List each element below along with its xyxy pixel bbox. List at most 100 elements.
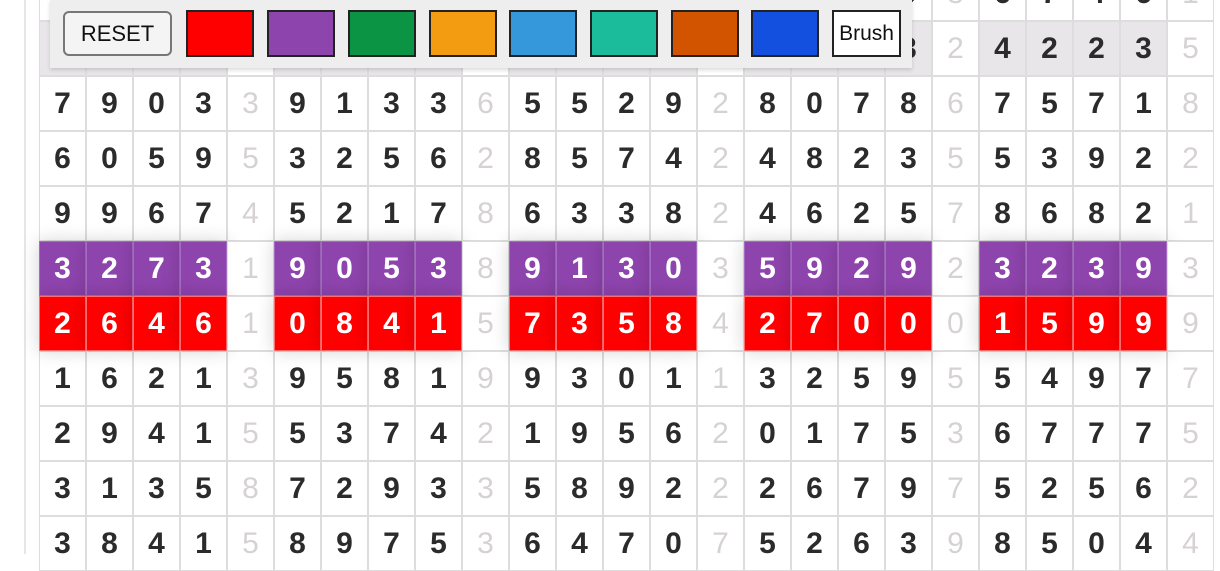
- separator-digit-cell[interactable]: 7: [932, 461, 979, 516]
- digit-cell[interactable]: 8: [650, 186, 697, 241]
- digit-cell[interactable]: 4: [368, 296, 415, 351]
- separator-digit-cell[interactable]: 0: [932, 296, 979, 351]
- digit-cell[interactable]: 6: [86, 351, 133, 406]
- color-swatch-red[interactable]: [186, 10, 254, 57]
- digit-cell[interactable]: 0: [885, 296, 932, 351]
- reset-button[interactable]: RESET: [63, 11, 172, 56]
- digit-cell[interactable]: 2: [321, 131, 368, 186]
- separator-digit-cell[interactable]: 3: [1167, 241, 1214, 296]
- digit-cell[interactable]: 3: [180, 76, 227, 131]
- digit-cell[interactable]: 9: [1120, 241, 1167, 296]
- digit-cell[interactable]: 5: [556, 131, 603, 186]
- digit-cell[interactable]: 5: [415, 516, 462, 571]
- digit-cell[interactable]: 9: [274, 241, 321, 296]
- digit-cell[interactable]: 7: [791, 296, 838, 351]
- digit-cell[interactable]: 3: [1073, 241, 1120, 296]
- digit-cell[interactable]: 2: [1026, 461, 1073, 516]
- digit-cell[interactable]: 7: [180, 186, 227, 241]
- digit-cell[interactable]: 9: [791, 241, 838, 296]
- digit-cell[interactable]: 2: [1073, 21, 1120, 76]
- digit-cell[interactable]: 3: [885, 516, 932, 571]
- digit-cell[interactable]: 8: [321, 296, 368, 351]
- digit-cell[interactable]: 2: [1026, 241, 1073, 296]
- digit-cell[interactable]: 2: [1120, 131, 1167, 186]
- digit-cell[interactable]: 3: [39, 241, 86, 296]
- digit-cell[interactable]: 1: [415, 296, 462, 351]
- digit-cell[interactable]: 7: [838, 461, 885, 516]
- digit-cell[interactable]: 4: [133, 516, 180, 571]
- separator-digit-cell[interactable]: 6: [462, 76, 509, 131]
- digit-cell[interactable]: 3: [368, 76, 415, 131]
- digit-cell[interactable]: 2: [744, 296, 791, 351]
- digit-cell[interactable]: 2: [86, 241, 133, 296]
- digit-cell[interactable]: 5: [321, 351, 368, 406]
- separator-digit-cell[interactable]: 1: [697, 351, 744, 406]
- digit-cell[interactable]: 8: [650, 296, 697, 351]
- digit-cell[interactable]: 3: [39, 461, 86, 516]
- separator-digit-cell[interactable]: 5: [227, 406, 274, 461]
- digit-cell[interactable]: 3: [321, 406, 368, 461]
- digit-cell[interactable]: 4: [979, 21, 1026, 76]
- separator-digit-cell[interactable]: 3: [932, 406, 979, 461]
- digit-cell[interactable]: 8: [885, 76, 932, 131]
- separator-digit-cell[interactable]: 9: [1167, 296, 1214, 351]
- separator-digit-cell[interactable]: 9: [932, 516, 979, 571]
- digit-cell[interactable]: 3: [979, 241, 1026, 296]
- separator-digit-cell[interactable]: 4: [1167, 516, 1214, 571]
- digit-cell[interactable]: 1: [368, 186, 415, 241]
- digit-cell[interactable]: 8: [1073, 186, 1120, 241]
- digit-cell[interactable]: 3: [556, 351, 603, 406]
- digit-cell[interactable]: 9: [368, 461, 415, 516]
- digit-cell[interactable]: 3: [603, 186, 650, 241]
- digit-cell[interactable]: 9: [1073, 131, 1120, 186]
- digit-cell[interactable]: 8: [86, 516, 133, 571]
- digit-cell[interactable]: 2: [650, 461, 697, 516]
- digit-cell[interactable]: 3: [1026, 131, 1073, 186]
- digit-cell[interactable]: 5: [368, 131, 415, 186]
- digit-cell[interactable]: 7: [509, 296, 556, 351]
- digit-cell[interactable]: 7: [838, 76, 885, 131]
- separator-digit-cell[interactable]: 5: [932, 131, 979, 186]
- color-swatch-blue[interactable]: [751, 10, 819, 57]
- digit-cell[interactable]: 9: [1073, 296, 1120, 351]
- separator-digit-cell[interactable]: 3: [462, 461, 509, 516]
- separator-digit-cell[interactable]: 2: [1167, 131, 1214, 186]
- digit-cell[interactable]: 1: [86, 461, 133, 516]
- digit-cell[interactable]: 1: [1120, 76, 1167, 131]
- digit-cell[interactable]: 0: [1073, 516, 1120, 571]
- separator-digit-cell[interactable]: 3: [227, 76, 274, 131]
- digit-cell[interactable]: 9: [885, 351, 932, 406]
- digit-cell[interactable]: 1: [180, 351, 227, 406]
- digit-cell[interactable]: 6: [133, 186, 180, 241]
- digit-cell[interactable]: 2: [133, 351, 180, 406]
- digit-cell[interactable]: 2: [39, 296, 86, 351]
- separator-digit-cell[interactable]: 2: [697, 186, 744, 241]
- digit-cell[interactable]: 5: [744, 241, 791, 296]
- digit-cell[interactable]: 5: [1026, 516, 1073, 571]
- digit-cell[interactable]: 6: [1120, 0, 1167, 21]
- digit-cell[interactable]: 5: [368, 241, 415, 296]
- digit-cell[interactable]: 2: [791, 516, 838, 571]
- digit-cell[interactable]: 8: [509, 131, 556, 186]
- digit-cell[interactable]: 7: [1026, 406, 1073, 461]
- separator-digit-cell[interactable]: 9: [462, 351, 509, 406]
- digit-cell[interactable]: 6: [509, 186, 556, 241]
- digit-cell[interactable]: 9: [86, 186, 133, 241]
- separator-digit-cell[interactable]: 4: [697, 296, 744, 351]
- digit-cell[interactable]: 6: [86, 296, 133, 351]
- digit-cell[interactable]: 5: [744, 516, 791, 571]
- separator-digit-cell[interactable]: 8: [227, 461, 274, 516]
- color-swatch-dark-orange[interactable]: [671, 10, 739, 57]
- digit-cell[interactable]: 5: [274, 186, 321, 241]
- separator-digit-cell[interactable]: 2: [697, 461, 744, 516]
- digit-cell[interactable]: 3: [744, 351, 791, 406]
- digit-cell[interactable]: 1: [509, 406, 556, 461]
- digit-cell[interactable]: 9: [509, 241, 556, 296]
- separator-digit-cell[interactable]: 4: [227, 186, 274, 241]
- digit-cell[interactable]: 6: [791, 186, 838, 241]
- digit-cell[interactable]: 6: [1120, 461, 1167, 516]
- separator-digit-cell[interactable]: 1: [227, 241, 274, 296]
- digit-cell[interactable]: 1: [180, 516, 227, 571]
- digit-cell[interactable]: 8: [979, 516, 1026, 571]
- digit-cell[interactable]: 0: [86, 131, 133, 186]
